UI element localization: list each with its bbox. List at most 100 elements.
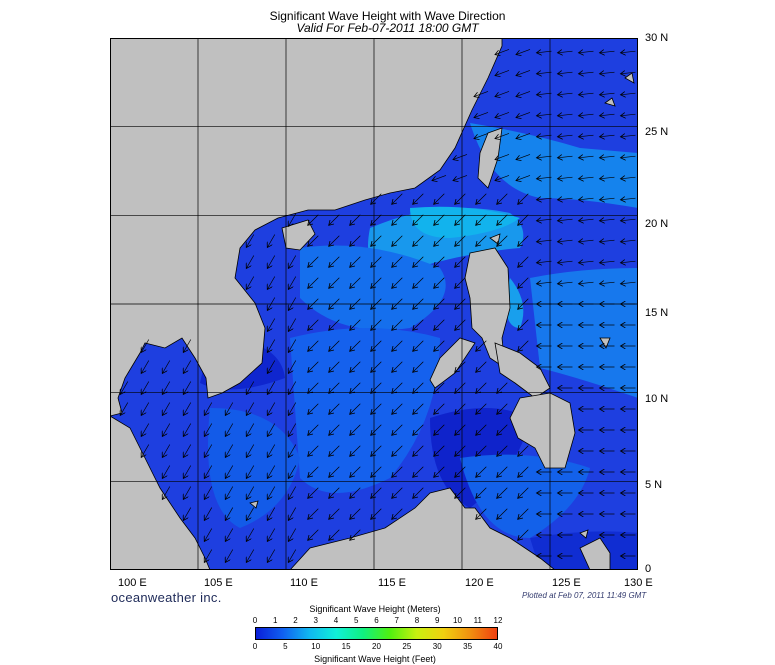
wave-arrow [516,91,531,96]
wave-arrow [516,112,531,117]
wave-arrow [497,403,508,415]
wave-arrow [308,487,319,499]
lon-label: 110 E [290,577,318,589]
wave-arrow [413,403,424,415]
wave-arrow [600,72,615,74]
wave-arrow [308,382,319,394]
wave-arrow [579,177,594,179]
wave-arrow [350,424,361,436]
wave-arrow [267,255,276,269]
wave-arrow [392,361,403,373]
wave-arrow [455,424,466,436]
wave-arrow [371,277,382,289]
wave-arrow [371,487,382,499]
wave-arrow [392,340,403,352]
wave-arrow [246,528,255,542]
colorbar-meters-label: Significant Wave Height (Meters) [309,604,441,614]
wave-arrow [558,93,573,95]
philippines-luzon [464,247,511,369]
wave-arrow [350,298,361,310]
wave-arrow [308,319,319,331]
wave-arrow [497,424,508,436]
wave-arrow [246,549,255,563]
wave-arrow [497,445,508,457]
meters-tick: 11 [473,616,482,625]
wave-arrow [495,175,510,180]
wave-arrow [621,51,636,53]
wave-arrow [579,219,594,221]
wave-arrow [329,382,340,394]
meters-tick: 6 [374,616,379,625]
wave-arrow [579,114,594,116]
palawan-island [429,337,476,389]
wave-arrow [329,256,340,268]
wave-arrow [329,235,340,247]
wave-arrow [495,112,510,117]
wave-arrow [371,214,382,226]
wave-arrow [329,214,340,226]
wave-arrow [371,235,382,247]
wave-arrow [141,444,150,458]
wave-arrow [288,423,297,437]
wave-arrow [413,424,424,436]
wave-arrow [476,235,487,247]
wave-arrow [537,219,552,221]
wave-arrow [246,444,255,458]
wave-arrow [246,381,255,395]
wave-arrow [267,549,276,563]
wave-arrow [579,156,594,158]
small-islands [249,72,635,539]
wave-arrow [476,214,487,226]
wave-arrow [371,466,382,478]
wave-arrow [537,261,552,263]
wave-arrow [497,193,508,205]
wave-arrow [288,465,297,479]
wave-arrow [600,240,615,242]
malay-peninsula [110,415,211,570]
meters-tick: 4 [333,616,339,625]
wave-arrow [537,72,552,74]
wave-arrow [267,360,276,374]
wave-arrow [329,529,340,541]
map-subtitle: Valid For Feb-07-2011 18:00 GMT [296,21,479,35]
wave-arrow [329,508,340,520]
wave-arrow [204,444,213,458]
wave-arrow [392,508,403,520]
meters-tick: 5 [354,616,359,625]
wave-arrow [413,193,424,205]
wave-arrow [453,175,468,180]
wave-arrow [288,444,297,458]
wave-arrow [204,549,213,563]
feet-tick: 20 [372,642,381,651]
wave-arrow [308,529,319,541]
wave-arrow [579,51,594,53]
wave-arrow [267,297,276,311]
wave-arrow [225,507,234,521]
wave-arrow [600,219,615,221]
wave-arrow [308,466,319,478]
wave-arrow [518,235,529,247]
wave-arrow [497,487,508,499]
wave-arrow [350,319,361,331]
wave-arrow [621,198,636,200]
wave-arrow [621,93,636,95]
wave-arrow [434,466,445,478]
wave-arrow [476,193,487,205]
wave-arrow [413,235,424,247]
wave-arrow [413,340,424,352]
wave-arrow [537,177,552,179]
wave-arrow [371,319,382,331]
wave-arrow [350,340,361,352]
wave-arrow [183,507,192,521]
wave-arrow [162,444,171,458]
wave-arrow [537,114,552,116]
wave-arrow [621,219,636,221]
wave-arrow [579,135,594,137]
wave-arrow [162,465,171,479]
wave-arrow [267,276,276,290]
wave-arrow [329,319,340,331]
wave-arrow [516,70,531,75]
wave-arrow [558,240,573,242]
wave-arrow [516,133,531,138]
lat-label: 10 N [645,393,669,405]
